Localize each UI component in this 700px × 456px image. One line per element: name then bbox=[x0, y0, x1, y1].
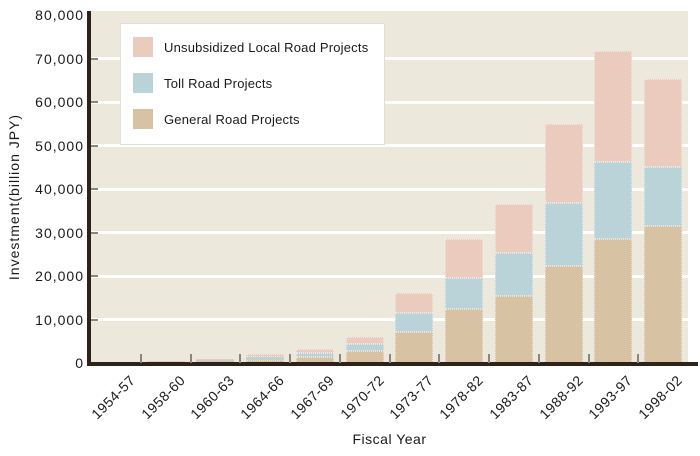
y-tick-label: 30,000 bbox=[35, 224, 84, 241]
y-tick-label: 80,000 bbox=[35, 7, 84, 23]
bar-segment bbox=[644, 225, 683, 363]
x-tick-mark bbox=[488, 354, 490, 363]
x-category-label: 1967-69 bbox=[287, 372, 338, 423]
bar-segment bbox=[345, 336, 384, 345]
bar-segment bbox=[196, 358, 235, 360]
gridline bbox=[91, 57, 688, 60]
x-tick-mark bbox=[289, 354, 291, 363]
y-tick-label: 70,000 bbox=[35, 50, 84, 67]
y-tick-label: 50,000 bbox=[35, 137, 84, 154]
gridline bbox=[91, 187, 688, 191]
bar-segment bbox=[494, 296, 533, 363]
x-category-label: 1958-60 bbox=[137, 372, 188, 423]
bar-segment bbox=[544, 124, 583, 204]
x-tick-mark bbox=[239, 354, 242, 363]
y-tick-mark bbox=[91, 57, 98, 60]
bar-segment bbox=[246, 353, 285, 357]
x-category-label: 1970-72 bbox=[336, 372, 387, 423]
bar-segment bbox=[345, 344, 384, 352]
bar-segment bbox=[445, 278, 484, 310]
x-axis-line bbox=[87, 362, 698, 366]
bar-segment bbox=[395, 313, 434, 332]
bar-segment bbox=[544, 265, 583, 363]
x-tick-mark bbox=[189, 354, 192, 363]
legend-swatch bbox=[133, 37, 153, 57]
gridline bbox=[91, 144, 688, 147]
x-category-label: 1960-63 bbox=[187, 372, 238, 423]
x-category-label: 1988-92 bbox=[535, 372, 586, 423]
legend: Unsubsidized Local Road Projects Toll Roa… bbox=[120, 23, 385, 145]
legend-swatch bbox=[133, 73, 153, 93]
legend-item: Toll Road Projects bbox=[133, 73, 374, 93]
gridline bbox=[91, 274, 688, 278]
gridline bbox=[91, 100, 688, 104]
y-tick-label: 0 bbox=[75, 355, 84, 371]
gridline bbox=[91, 231, 688, 234]
legend-label: Toll Road Projects bbox=[164, 75, 273, 91]
bar-segment bbox=[594, 162, 633, 239]
x-category-label: 1954-57 bbox=[88, 372, 139, 423]
y-axis-line bbox=[87, 11, 91, 366]
x-tick-mark bbox=[388, 354, 391, 363]
x-category-label: 1998-02 bbox=[635, 372, 686, 423]
y-tick-mark bbox=[91, 318, 98, 321]
x-tick-mark bbox=[139, 354, 142, 363]
x-tick-mark bbox=[338, 354, 341, 363]
y-tick-label: 20,000 bbox=[35, 268, 84, 284]
bar-segment bbox=[445, 309, 484, 363]
bar-segment bbox=[445, 239, 484, 279]
x-category-label: 1978-82 bbox=[436, 372, 487, 423]
y-tick-label: 60,000 bbox=[35, 94, 84, 110]
x-category-label: 1964-66 bbox=[237, 372, 288, 423]
legend-item: General Road Projects bbox=[133, 109, 374, 129]
bar-segment bbox=[395, 293, 434, 314]
x-category-label: 1993-97 bbox=[585, 372, 636, 423]
y-axis-title: Investment(billion JPY) bbox=[6, 113, 22, 281]
x-tick-mark bbox=[587, 354, 590, 363]
x-axis-title: Fiscal Year bbox=[352, 431, 427, 447]
bar-segment bbox=[594, 239, 633, 363]
bar-segment bbox=[295, 352, 334, 357]
y-tick-mark bbox=[91, 275, 98, 277]
y-tick-mark bbox=[91, 188, 98, 190]
x-category-label: 1973-77 bbox=[386, 372, 437, 423]
x-tick-mark bbox=[637, 354, 640, 363]
y-tick-label: 10,000 bbox=[35, 311, 84, 328]
y-tick-mark bbox=[91, 101, 98, 103]
bar-segment bbox=[594, 50, 633, 163]
legend-label: Unsubsidized Local Road Projects bbox=[164, 39, 369, 55]
bar-segment bbox=[544, 203, 583, 266]
x-tick-mark bbox=[537, 354, 540, 363]
bar-segment bbox=[196, 360, 235, 363]
y-tick-label: 40,000 bbox=[35, 181, 84, 197]
bar-segment bbox=[246, 356, 285, 360]
bar-segment bbox=[395, 331, 434, 363]
bar-segment bbox=[494, 253, 533, 296]
legend-label: General Road Projects bbox=[164, 111, 300, 127]
y-tick-mark bbox=[91, 231, 98, 234]
bar-segment bbox=[196, 359, 235, 361]
y-tick-mark bbox=[91, 144, 98, 147]
bar-segment bbox=[295, 348, 334, 353]
bar-segment bbox=[644, 78, 683, 167]
bar-segment bbox=[494, 204, 533, 254]
gridline bbox=[91, 318, 688, 321]
x-tick-mark bbox=[438, 354, 441, 363]
legend-swatch bbox=[133, 109, 153, 129]
legend-item: Unsubsidized Local Road Projects bbox=[133, 37, 374, 57]
bar-segment bbox=[644, 166, 683, 226]
x-category-label: 1983-87 bbox=[486, 372, 537, 423]
